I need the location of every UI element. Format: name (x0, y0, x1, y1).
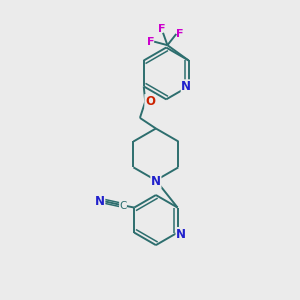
Text: F: F (176, 29, 184, 39)
Text: F: F (158, 24, 165, 34)
Text: F: F (147, 37, 154, 46)
Text: O: O (145, 94, 155, 108)
Text: N: N (151, 175, 161, 188)
Text: N: N (95, 195, 105, 208)
Text: N: N (181, 80, 191, 93)
Text: N: N (176, 228, 186, 241)
Text: C: C (119, 201, 127, 211)
